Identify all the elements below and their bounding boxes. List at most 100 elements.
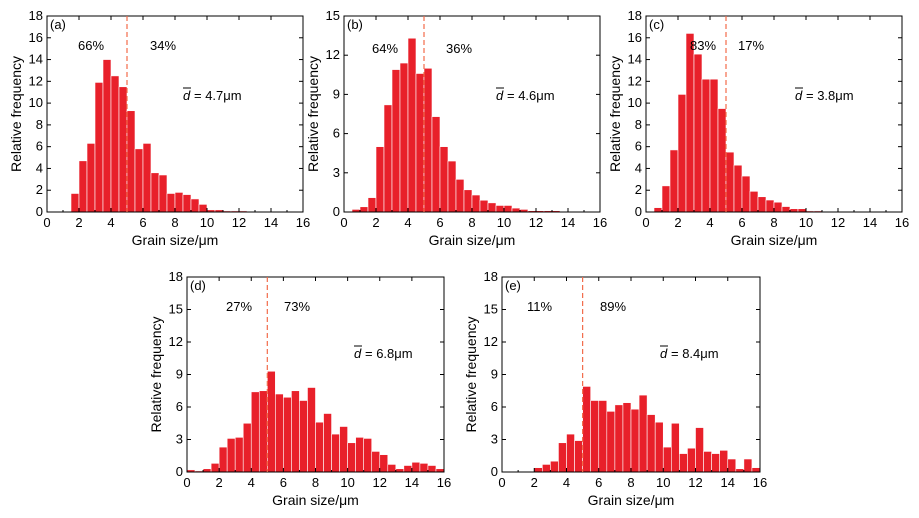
y-tick-label: 6 <box>635 139 642 154</box>
x-tick-label: 2 <box>674 215 681 230</box>
histogram-bar <box>355 437 364 473</box>
histogram-bar <box>427 465 437 473</box>
histogram-bar <box>78 160 88 213</box>
histogram-bar <box>299 400 308 473</box>
x-tick-label: 14 <box>721 475 735 490</box>
mean-symbol: d <box>795 88 803 103</box>
right-percentage: 89% <box>600 299 626 314</box>
histogram-bar <box>765 199 775 213</box>
y-tick-label: 18 <box>484 269 498 284</box>
histogram-bar <box>671 422 680 473</box>
x-tick-label: 10 <box>799 215 813 230</box>
histogram-bar <box>307 387 316 473</box>
histogram-bar <box>653 207 663 213</box>
histogram-bar <box>166 193 176 213</box>
histogram-bar <box>86 143 96 213</box>
y-tick-label: 9 <box>333 86 340 101</box>
histogram-bar <box>654 421 664 473</box>
histogram-bar <box>323 413 332 473</box>
histogram-bar <box>606 411 616 473</box>
y-tick-label: 3 <box>176 432 183 447</box>
x-tick-label: 12 <box>373 475 387 490</box>
x-tick-label: 0 <box>642 215 649 230</box>
histogram-bar <box>94 82 104 213</box>
left-percentage: 66% <box>78 38 104 53</box>
x-tick-label: 14 <box>405 475 419 490</box>
x-tick-label: 14 <box>264 215 278 230</box>
histogram-bar <box>717 108 727 213</box>
x-axis-label: Grain size/μm <box>272 492 359 508</box>
x-tick-label: 2 <box>75 215 82 230</box>
y-tick-label: 8 <box>36 117 43 132</box>
histogram-bar <box>391 69 401 213</box>
x-tick-label: 16 <box>437 475 451 490</box>
histogram-bar <box>347 442 356 473</box>
histogram-bar <box>677 94 687 213</box>
histogram-bar <box>695 427 704 473</box>
y-tick-label: 12 <box>484 334 498 349</box>
histogram-bar <box>359 206 369 213</box>
histogram-bar <box>719 450 729 473</box>
x-tick-label: 8 <box>468 215 475 230</box>
histogram-bar <box>275 393 284 473</box>
histogram-bar <box>550 460 559 473</box>
histogram-bar <box>757 196 767 213</box>
x-tick-label: 12 <box>688 475 702 490</box>
left-percentage: 64% <box>372 41 398 56</box>
left-percentage: 83% <box>690 38 716 53</box>
panel-label: (c) <box>649 17 664 32</box>
histogram-bar <box>387 464 397 473</box>
histogram-bar <box>102 59 112 213</box>
y-tick-label: 14 <box>628 52 642 67</box>
y-tick-label: 0 <box>635 204 642 219</box>
y-axis-label: Relative frequency <box>8 56 24 172</box>
left-percentage: 27% <box>226 299 252 314</box>
histogram-bar <box>198 204 208 213</box>
histogram-bar <box>511 207 521 213</box>
y-tick-label: 6 <box>333 126 340 141</box>
histogram-bar <box>234 437 244 473</box>
y-tick-label: 12 <box>169 334 183 349</box>
right-percentage: 34% <box>150 38 176 53</box>
histogram-bar <box>250 391 260 473</box>
histogram-bar <box>533 467 543 473</box>
histogram-bar <box>439 146 449 213</box>
histogram-bar <box>471 194 481 213</box>
x-tick-label: 12 <box>831 215 845 230</box>
x-tick-label: 14 <box>863 215 877 230</box>
histogram-bar <box>687 447 696 473</box>
histogram-bar <box>267 370 276 473</box>
histogram-bar <box>773 201 783 213</box>
y-tick-label: 2 <box>635 182 642 197</box>
histogram-bar <box>375 146 385 213</box>
x-tick-label: 4 <box>706 215 713 230</box>
histogram-bar <box>685 33 695 213</box>
histogram-bar <box>463 189 473 213</box>
histogram-bar <box>291 390 300 473</box>
y-tick-label: 12 <box>326 47 340 62</box>
x-tick-label: 0 <box>183 475 190 490</box>
histogram-bar <box>582 386 591 473</box>
mean-symbol: d <box>354 346 362 361</box>
x-tick-label: 8 <box>171 215 178 230</box>
histogram-bar <box>669 149 679 213</box>
histogram-bar <box>258 390 268 473</box>
histogram-bar <box>646 414 656 473</box>
x-tick-label: 4 <box>563 475 570 490</box>
x-tick-label: 16 <box>895 215 909 230</box>
histogram-bar <box>743 458 753 473</box>
histogram-bar <box>399 62 409 213</box>
x-tick-label: 10 <box>497 215 511 230</box>
x-tick-label: 14 <box>561 215 575 230</box>
x-tick-label: 2 <box>372 215 379 230</box>
histogram-bar <box>174 192 184 213</box>
histogram-bar <box>411 461 421 473</box>
x-tick-label: 4 <box>107 215 114 230</box>
y-axis-label: Relative frequency <box>148 317 164 433</box>
histogram-bar <box>383 104 393 213</box>
panel-c: 0 2 4 6 8 10 12 14 16 0 2 4 6 8 10 12 14 16 18 Grain size/μ… <box>607 8 909 248</box>
histogram-bar <box>371 451 381 473</box>
histogram-bar <box>733 164 743 213</box>
y-tick-label: 0 <box>176 464 183 479</box>
histogram-bar <box>503 205 513 213</box>
